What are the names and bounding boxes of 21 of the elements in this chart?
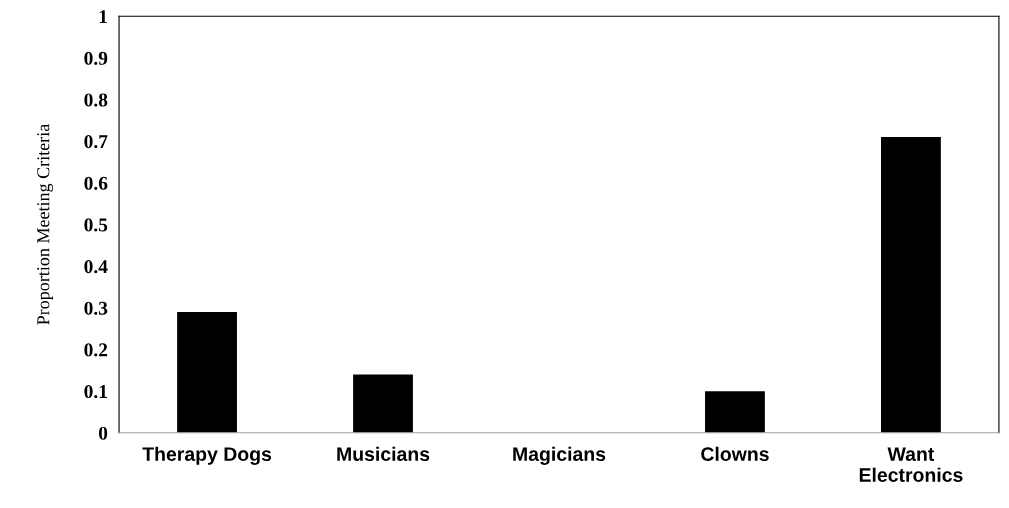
y-tick-label: 0.2 <box>84 343 108 357</box>
y-tick-label: 0.3 <box>84 301 108 315</box>
bar <box>705 391 765 433</box>
x-tick-label: Clowns <box>701 446 769 461</box>
y-tick-label: 0.9 <box>84 51 108 65</box>
y-tick-label: 1 <box>99 10 107 23</box>
y-tick-label: 0.8 <box>84 93 108 107</box>
y-tick-label: 0.6 <box>84 176 108 190</box>
y-tick-label: 0 <box>98 426 108 440</box>
y-tick-label: 0.5 <box>84 218 108 232</box>
x-tick-label: Musicians <box>337 446 430 461</box>
y-tick-label: 0.1 <box>84 384 107 399</box>
y-tick-label: 0.4 <box>84 260 108 274</box>
bar <box>353 374 413 433</box>
x-tick-label: Magicians <box>513 446 606 465</box>
x-tick-label: Therapy Dogs <box>142 446 272 465</box>
bar <box>177 312 237 433</box>
y-tick-label: 0.7 <box>84 135 108 149</box>
x-tick-label: Want Electronics <box>859 447 963 482</box>
bar <box>881 137 941 433</box>
y-axis-title: Proportion Meeting Criteria <box>37 123 54 325</box>
